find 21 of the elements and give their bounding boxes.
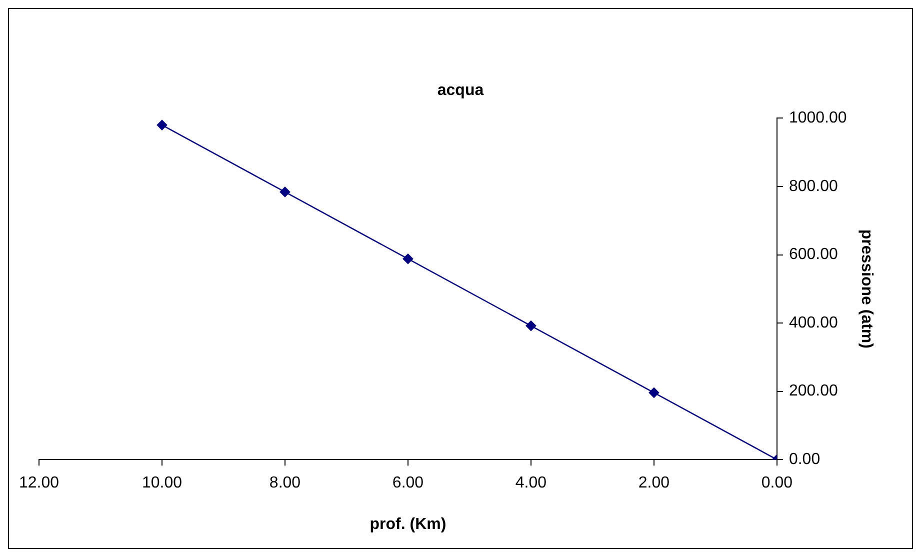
x-tick-label: 2.00 [638, 474, 670, 492]
x-tick-label: 10.00 [142, 474, 182, 492]
point [280, 186, 290, 198]
point [156, 120, 168, 130]
point [648, 388, 660, 398]
y-tick-label: 0.00 [788, 451, 820, 468]
y-tick-label: 400.00 [788, 314, 838, 332]
x-tick-label: 12.00 [18, 474, 60, 492]
x-tick-label: 4.00 [515, 474, 547, 492]
x-tick-label: 6.00 [392, 474, 424, 492]
y-tick-label: 800.00 [788, 178, 838, 195]
x-tick-label: 8.00 [269, 474, 301, 492]
x-tick-label: 0.00 [761, 474, 793, 492]
y-tick-label: 600.00 [788, 246, 838, 264]
y-tick-label: 200.00 [788, 382, 838, 400]
point [526, 320, 536, 331]
chart-title: acqua [437, 82, 484, 100]
y-axis-title: pressione (atm) [858, 229, 875, 348]
y-tick-label: 1000.00 [788, 110, 847, 127]
point [402, 254, 414, 264]
x-axis-title: prof. (Km) [370, 516, 446, 533]
